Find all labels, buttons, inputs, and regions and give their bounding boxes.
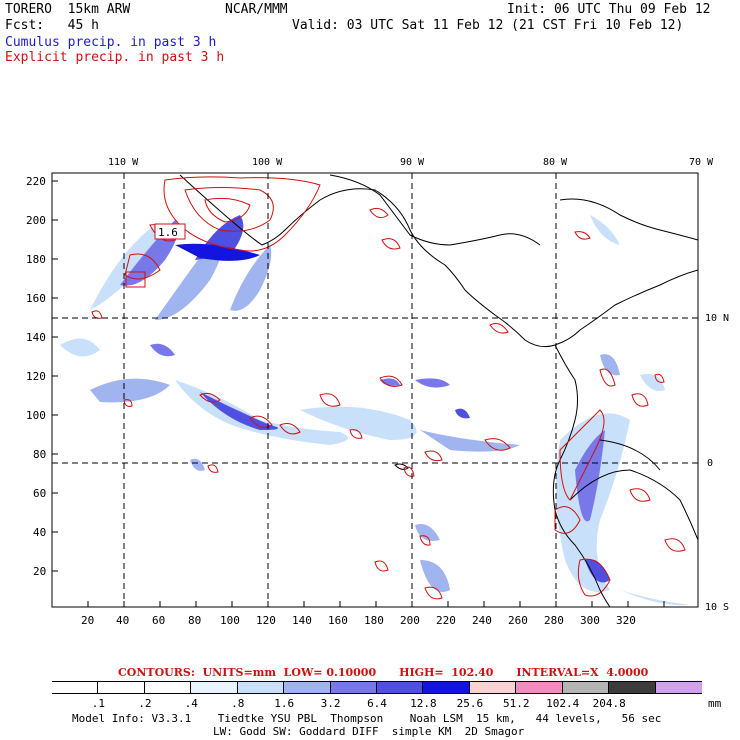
lon-label-110w: 110 W [108,157,139,168]
colorbar-label: 3.2 [320,697,341,710]
y-label: 180 [26,253,46,266]
colorbar-cell [423,682,470,693]
lat-label-10s: 10 S [705,602,730,613]
y-label: 200 [26,214,46,227]
cumulus-precip-areas [60,215,690,606]
cumulus-legend: Cumulus precip. in past 3 h [5,35,217,50]
map-frame [51,172,699,608]
model-title: TORERO 15km ARW [5,2,131,17]
x-label: 80 [188,614,202,627]
x-label: 280 [544,614,564,627]
y-label: 40 [33,526,47,539]
y-label: 220 [26,175,46,188]
y-label: 80 [33,448,47,461]
colorbar-unit: mm [708,697,722,710]
colorbar-cell [330,682,377,693]
colorbar-cell [655,682,702,693]
colorbar-label: 51.2 [503,697,530,710]
colorbar-cell [562,682,610,693]
x-label: 100 [220,614,240,627]
colorbar-cell [377,682,424,693]
lat-label-0: 0 [707,458,714,469]
x-label: 240 [472,614,492,627]
colorbar-cell [516,682,563,693]
lon-label-80w: 80 W [543,157,568,168]
lon-label-70w: 70 W [689,157,714,168]
explicit-precip-contours [91,176,686,600]
y-label: 140 [26,331,46,344]
model-info-line2: LW: Godd SW: Goddard DIFF simple KM 2D S… [213,725,525,738]
colorbar-label: 1.6 [274,697,295,710]
colorbar-label: .8 [231,697,245,710]
lat-label-10n: 10 N [705,313,730,324]
contours-info: CONTOURS: UNITS=mm LOW= 0.10000 HIGH= 10… [118,666,649,679]
x-label: 40 [116,614,130,627]
colorbar-label: .4 [184,697,198,710]
colorbar-label: .2 [138,697,152,710]
colorbar-label: .1 [91,697,106,710]
init-time: Init: 06 UTC Thu 09 Feb 12 [507,2,711,17]
coastlines [179,174,698,607]
colorbar-cell [469,682,517,693]
colorbar-cell [52,682,99,693]
y-label: 120 [26,370,46,383]
valid-time: Valid: 03 UTC Sat 11 Feb 12 (21 CST Fri … [292,18,684,33]
y-label: 100 [26,409,46,422]
explicit-legend: Explicit precip. in past 3 h [5,50,225,65]
x-label: 180 [364,614,384,627]
x-label: 140 [292,614,312,627]
x-label: 260 [508,614,528,627]
x-label: 220 [436,614,456,627]
lon-label-100w: 100 W [252,157,283,168]
x-label: 120 [256,614,276,627]
lon-label-90w: 90 W [400,157,425,168]
x-label: 160 [328,614,348,627]
y-label: 20 [33,565,47,578]
precip-field [52,173,698,607]
x-label: 320 [616,614,636,627]
colorbar-label: 25.6 [456,697,484,710]
x-label: 200 [400,614,420,627]
lat-lon-gridlines [52,173,698,607]
colorbar-cell [144,682,192,693]
colorbar [52,681,702,694]
forecast-hour: Fcst: 45 h [5,18,99,33]
colorbar-cell [98,682,145,693]
colorbar-label: 204.8 [592,697,626,710]
colorbar-cell [237,682,285,693]
colorbar-cell [191,682,238,693]
colorbar-cell [609,682,656,693]
y-label: 60 [33,487,47,500]
y-label: 160 [26,292,46,305]
colorbar-label: 12.8 [410,697,437,710]
contour-box-label: 1.6 [158,226,178,239]
x-label: 20 [81,614,95,627]
organization-label: NCAR/MMM [225,2,288,17]
colorbar-label: 102.4 [546,697,580,710]
colorbar-cell [284,682,331,693]
x-label: 60 [152,614,166,627]
model-info-line1: Model Info: V3.3.1 Tiedtke YSU PBL Thomp… [72,712,662,725]
x-label: 300 [580,614,600,627]
colorbar-label: 6.4 [367,697,387,710]
